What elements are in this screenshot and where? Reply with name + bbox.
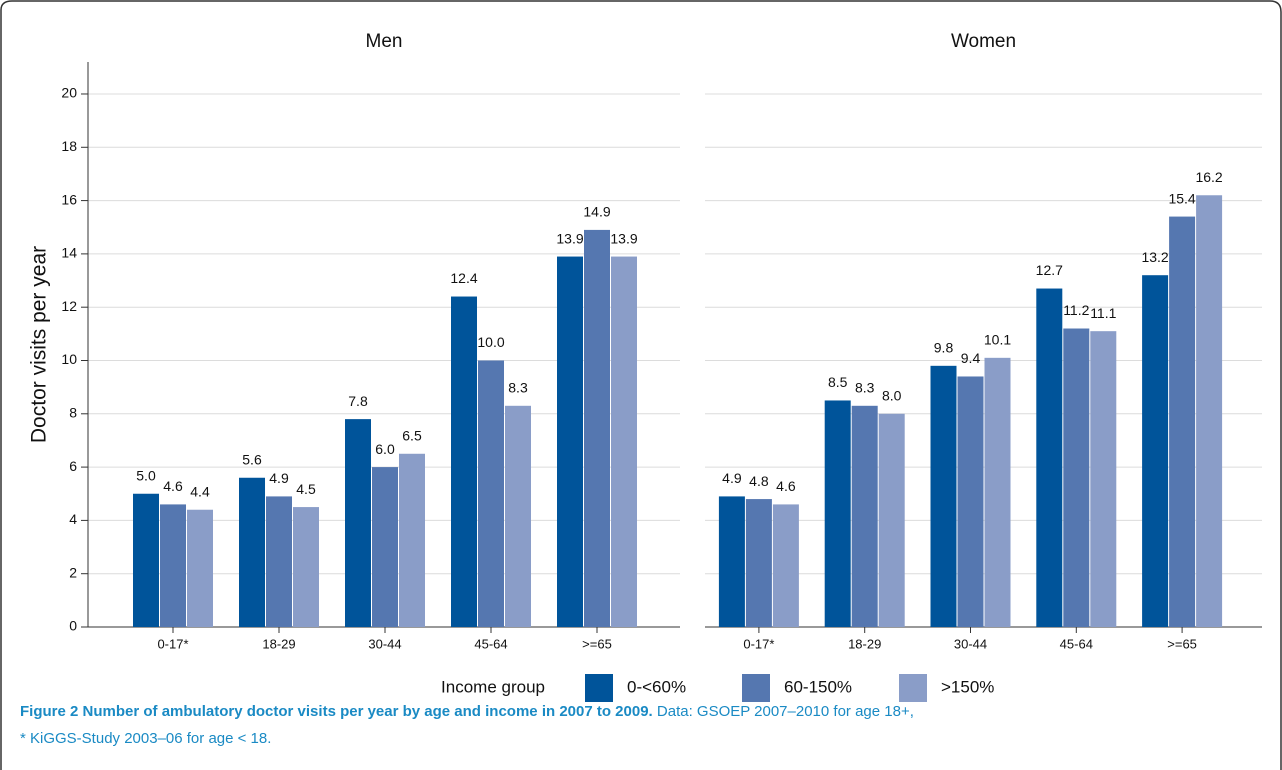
value-label: 12.4 xyxy=(450,270,477,286)
y-tick-label: 8 xyxy=(69,404,77,420)
bar xyxy=(293,507,319,627)
value-label: 8.0 xyxy=(882,387,902,403)
legend-label: 0-<60% xyxy=(627,677,686,696)
legend-swatch xyxy=(899,674,927,702)
bar xyxy=(345,419,371,627)
caption-label: Figure 2 xyxy=(20,703,79,720)
panel-title: Women xyxy=(951,31,1016,52)
legend-swatch xyxy=(585,674,613,702)
bar xyxy=(1169,216,1196,627)
x-tick-label: >=65 xyxy=(1167,636,1197,651)
y-tick-label: 20 xyxy=(61,85,77,101)
bar xyxy=(372,467,398,627)
bar xyxy=(878,413,905,627)
x-tick-label: 30-44 xyxy=(368,636,401,651)
bar xyxy=(557,256,583,627)
bar xyxy=(1090,331,1117,627)
bar xyxy=(451,296,477,627)
value-label: 8.5 xyxy=(828,374,848,390)
value-label: 4.6 xyxy=(163,478,183,494)
value-label: 5.6 xyxy=(242,451,262,467)
bar xyxy=(718,496,745,627)
y-tick-label: 12 xyxy=(61,298,77,314)
y-tick-label: 6 xyxy=(69,458,77,474)
legend-title: Income group xyxy=(441,677,545,696)
caption: Figure 2 Number of ambulatory doctor vis… xyxy=(20,703,914,720)
x-tick-label: 18-29 xyxy=(848,636,881,651)
value-label: 8.3 xyxy=(508,380,528,396)
legend-swatch xyxy=(742,674,770,702)
y-tick-label: 2 xyxy=(69,564,77,580)
bar xyxy=(133,493,159,627)
bar xyxy=(187,509,213,627)
value-label: 13.9 xyxy=(610,230,637,246)
y-tick-label: 18 xyxy=(61,138,77,154)
bar xyxy=(266,496,292,627)
bar xyxy=(745,499,772,627)
value-label: 11.1 xyxy=(1090,305,1116,321)
caption-title: Number of ambulatory doctor visits per y… xyxy=(82,703,653,720)
value-label: 4.6 xyxy=(776,478,796,494)
x-tick-label: >=65 xyxy=(582,636,612,651)
caption-note: * KiGGS-Study 2003–06 for age < 18. xyxy=(20,730,272,747)
y-tick-label: 14 xyxy=(61,245,77,261)
value-label: 9.8 xyxy=(934,340,954,356)
bar xyxy=(505,405,531,627)
value-label: 7.8 xyxy=(348,393,368,409)
bar xyxy=(584,229,610,627)
value-label: 16.2 xyxy=(1195,169,1222,185)
value-label: 5.0 xyxy=(136,467,156,483)
bar xyxy=(851,405,878,627)
bar xyxy=(611,256,637,627)
x-tick-label: 45-64 xyxy=(1060,636,1093,651)
value-label: 4.8 xyxy=(749,473,769,489)
bar xyxy=(984,357,1011,627)
bar xyxy=(824,400,851,627)
value-label: 4.9 xyxy=(269,470,289,486)
y-tick-label: 4 xyxy=(69,511,77,527)
value-label: 4.5 xyxy=(296,481,316,497)
value-label: 10.0 xyxy=(477,334,504,350)
x-tick-label: 0-17* xyxy=(743,636,774,651)
x-tick-label: 30-44 xyxy=(954,636,987,651)
value-label: 13.9 xyxy=(556,230,583,246)
legend-label: 60-150% xyxy=(784,677,852,696)
x-tick-label: 45-64 xyxy=(474,636,507,651)
bar xyxy=(957,376,984,627)
value-label: 13.2 xyxy=(1141,249,1168,265)
x-tick-label: 0-17* xyxy=(157,636,188,651)
bar xyxy=(478,360,504,627)
value-label: 9.4 xyxy=(961,350,981,366)
y-tick-label: 16 xyxy=(61,191,77,207)
bar xyxy=(1036,288,1063,627)
value-label: 8.3 xyxy=(855,380,875,396)
bar xyxy=(239,477,265,627)
bar xyxy=(1142,275,1169,627)
legend-label: >150% xyxy=(941,677,994,696)
bar xyxy=(930,365,957,627)
value-label: 4.9 xyxy=(722,470,742,486)
value-label: 4.4 xyxy=(190,483,210,499)
value-label: 14.9 xyxy=(583,204,610,220)
bar xyxy=(1196,195,1223,628)
y-tick-label: 0 xyxy=(69,618,77,634)
bar xyxy=(772,504,799,627)
caption-text: Data: GSOEP 2007–2010 for age 18+, xyxy=(656,703,914,720)
panel-title: Men xyxy=(366,31,403,52)
y-axis-label: Doctor visits per year xyxy=(28,246,51,443)
value-label: 10.1 xyxy=(984,332,1011,348)
value-label: 15.4 xyxy=(1168,190,1195,206)
bar xyxy=(1063,328,1090,627)
value-label: 6.0 xyxy=(375,441,395,457)
value-label: 6.5 xyxy=(402,427,422,443)
value-label: 11.2 xyxy=(1063,302,1089,318)
y-tick-label: 10 xyxy=(61,351,77,367)
value-label: 12.7 xyxy=(1036,262,1063,278)
bar xyxy=(160,504,186,627)
x-tick-label: 18-29 xyxy=(262,636,295,651)
bar xyxy=(399,453,425,627)
